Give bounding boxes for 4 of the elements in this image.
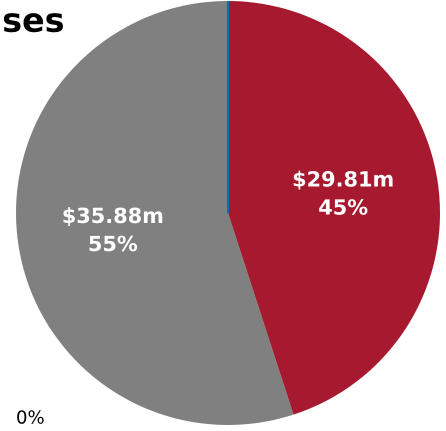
text: 0% xyxy=(17,410,44,424)
data-label: $29.81m 45% xyxy=(294,170,393,215)
data-label: $35.88m 55% xyxy=(63,207,162,252)
chart-title: ses xyxy=(4,13,63,32)
